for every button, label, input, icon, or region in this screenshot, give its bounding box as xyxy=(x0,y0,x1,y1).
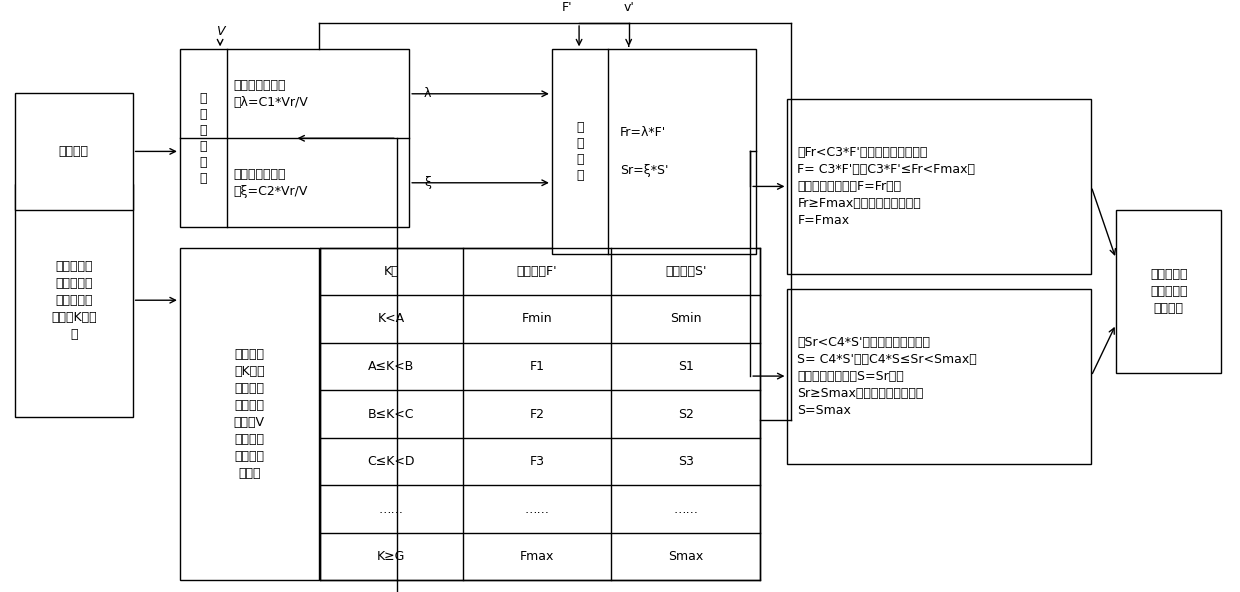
Text: 补
偿
处
理: 补 偿 处 理 xyxy=(575,121,584,182)
Text: 作业车速: 作业车速 xyxy=(58,145,89,158)
Text: B≤K<C: B≤K<C xyxy=(368,407,414,420)
FancyBboxPatch shape xyxy=(15,93,133,210)
FancyBboxPatch shape xyxy=(787,99,1091,274)
Text: v': v' xyxy=(624,1,634,14)
Text: S2: S2 xyxy=(678,407,693,420)
Text: S1: S1 xyxy=(678,360,693,373)
FancyBboxPatch shape xyxy=(1116,210,1221,373)
Text: ξ: ξ xyxy=(424,176,432,189)
Text: K值: K值 xyxy=(383,265,399,278)
Text: S3: S3 xyxy=(678,455,693,468)
Text: F1: F1 xyxy=(529,360,544,373)
Text: K≥G: K≥G xyxy=(377,550,405,563)
Text: ……: …… xyxy=(673,503,698,516)
FancyBboxPatch shape xyxy=(15,184,133,417)
Text: F3: F3 xyxy=(529,455,544,468)
Text: ……: …… xyxy=(525,503,549,516)
Text: Fmax: Fmax xyxy=(520,550,554,563)
FancyBboxPatch shape xyxy=(180,49,409,227)
Text: 得出最终的
风机转速和
扡盘转速: 得出最终的 风机转速和 扡盘转速 xyxy=(1149,268,1188,315)
Text: λ: λ xyxy=(424,87,432,100)
Text: F2: F2 xyxy=(529,407,544,420)
Text: A≤K<B: A≤K<B xyxy=(368,360,414,373)
Text: K<A: K<A xyxy=(378,313,404,326)
Text: Smin: Smin xyxy=(670,313,702,326)
Text: 风机转速补偿因
子λ=C1*Vr/V: 风机转速补偿因 子λ=C1*Vr/V xyxy=(233,79,308,109)
Text: 扡盘转速补偿因
子ξ=C2*Vr/V: 扡盘转速补偿因 子ξ=C2*Vr/V xyxy=(233,168,308,198)
Text: ……: …… xyxy=(378,503,404,516)
FancyBboxPatch shape xyxy=(787,288,1091,464)
Text: F': F' xyxy=(562,1,572,14)
Text: 若Sr<C4*S'，则最终的扡盘转速
S= C4*S'，若C4*S≤Sr<Smax，
则最终的扡盘转速S=Sr，若
Sr≥Smax，则最终的扡盘转速
S=Sma: 若Sr<C4*S'，则最终的扡盘转速 S= C4*S'，若C4*S≤Sr<Sma… xyxy=(797,336,977,417)
Text: 基于机器视
觉对路面垃
圾情况进行
识别并K值量
化: 基于机器视 觉对路面垃 圾情况进行 识别并K值量 化 xyxy=(51,260,97,341)
Text: Fr=λ*F'

Sr=ξ*S': Fr=λ*F' Sr=ξ*S' xyxy=(620,126,668,177)
FancyBboxPatch shape xyxy=(320,247,760,580)
Text: V: V xyxy=(216,25,224,38)
Text: Smax: Smax xyxy=(668,550,703,563)
Text: 扡盘转速S': 扡盘转速S' xyxy=(665,265,707,278)
Text: 若Fr<C3*F'，则最终的风机转速
F= C3*F'，若C3*F'≤Fr<Fmax，
则最终的风机转速F=Fr，若
Fr≥Fmax，则最终的风机转速
F=Fm: 若Fr<C3*F'，则最终的风机转速 F= C3*F'，若C3*F'≤Fr<Fm… xyxy=(797,146,976,227)
Text: Fmin: Fmin xyxy=(522,313,552,326)
Text: 风机转速F': 风机转速F' xyxy=(517,265,557,278)
Text: C≤K<D: C≤K<D xyxy=(367,455,415,468)
FancyBboxPatch shape xyxy=(180,247,319,580)
FancyBboxPatch shape xyxy=(552,49,756,253)
Text: 根据量化
值K所处
区间查表
给出在预
设车速V
下的风机
转速和扡
盘转速: 根据量化 值K所处 区间查表 给出在预 设车速V 下的风机 转速和扡 盘转速 xyxy=(233,348,265,480)
Text: 补
偿
因
子
计
算: 补 偿 因 子 计 算 xyxy=(200,92,207,185)
